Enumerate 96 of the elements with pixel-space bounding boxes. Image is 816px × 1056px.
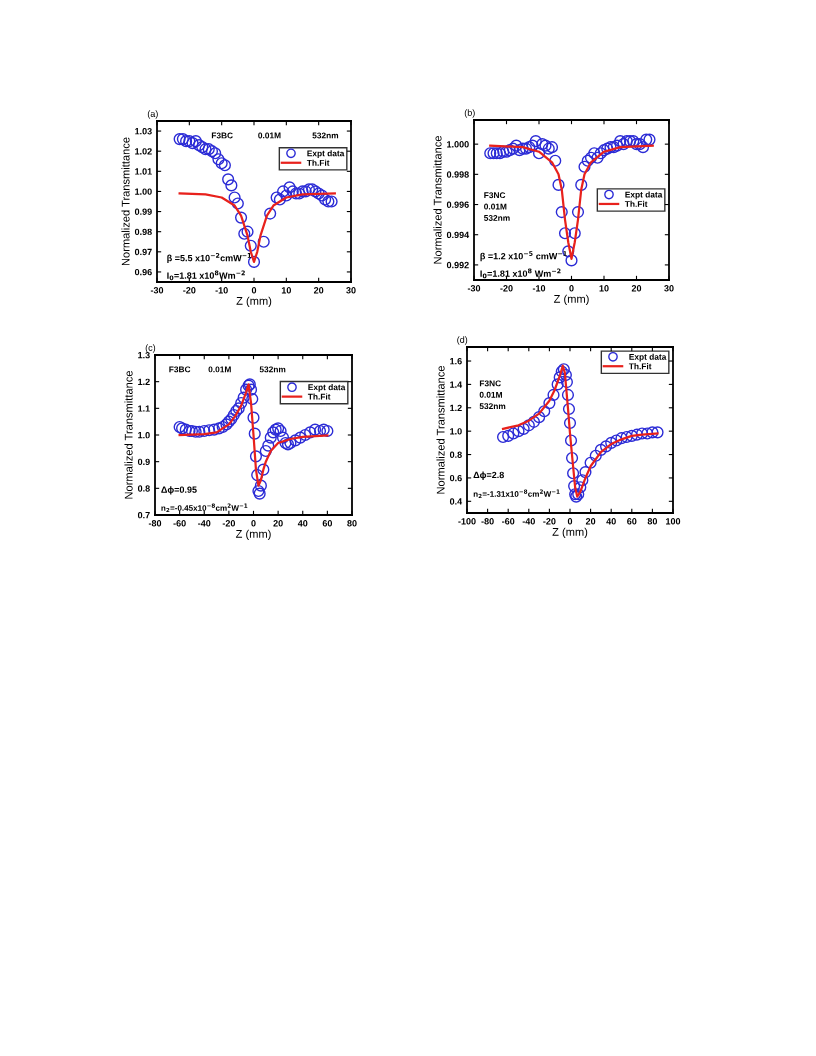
y-tick-label: 0.9 [137, 458, 150, 466]
annotation: F3NC 0.01M 532nm [479, 380, 506, 410]
x-tick-label: 20 [631, 285, 642, 292]
legend-label: Th.Fit [628, 363, 652, 370]
x-tick-label: 60 [322, 520, 333, 527]
y-tick-label: 0.7 [137, 511, 150, 519]
x-tick-label: -20 [222, 520, 236, 527]
annotation: 0.01M [258, 132, 281, 139]
x-tick-label: -30 [150, 287, 164, 294]
x-tick-label: -100 [458, 518, 476, 525]
x-tick-label: 40 [606, 518, 616, 525]
y-axis-title: Normalized Transmittance [121, 137, 130, 266]
y-tick-label: 1.0 [450, 428, 462, 435]
x-tick-label: 0 [251, 287, 257, 294]
x-tick-label: 100 [666, 518, 681, 525]
legend-label: Expt data [629, 353, 667, 362]
y-tick-label: 1.3 [138, 351, 150, 359]
chart-title: (b) [464, 109, 475, 118]
x-tick-label: 30 [664, 285, 674, 292]
annotation: 532nm [312, 132, 339, 139]
x-axis-title: Z (mm) [552, 527, 588, 539]
annotation: F3BC [211, 132, 233, 139]
y-tick-label: 0.8 [449, 451, 462, 458]
x-tick-label: -20 [543, 518, 556, 525]
x-axis-title: Z (mm) [235, 529, 271, 541]
x-tick-label: -80 [481, 518, 494, 525]
chart-title: (c) [145, 344, 156, 353]
y-tick-label: 1.2 [138, 378, 150, 385]
chart-title: (a) [147, 110, 158, 119]
x-axis-title: Z (mm) [236, 296, 272, 308]
x-tick-label: 20 [273, 520, 283, 527]
annotation: F3NC 0.01M 532nm [484, 192, 510, 221]
y-axis-title: Normalized Transmittance [436, 365, 445, 494]
x-tick-label: -60 [173, 520, 186, 527]
legend-label: Th.Fit [307, 393, 331, 400]
y-tick-label: 1.000 [447, 141, 469, 148]
x-tick-label: -30 [467, 285, 481, 292]
y-tick-label: 1.01 [135, 168, 152, 175]
annotation: 0.01M [208, 366, 231, 373]
y-tick-label: 1.00 [135, 188, 152, 195]
x-tick-label: 0 [567, 518, 573, 525]
annotation: β =5.5 x10$^{−2}$cmW$^{−1}$ [167, 253, 252, 264]
x-tick-label: -20 [500, 285, 513, 292]
legend-label: Expt data [625, 191, 663, 200]
annotation: I$_{0}$=1.81 x10$^{8}$ Wm$^{−2}$ [480, 268, 561, 279]
y-tick-label: 0.99 [134, 208, 152, 215]
annotation: n$_{2}$=-1.31x10$^{−8}$cm$^{2}$W$^{−1}$ [473, 489, 560, 499]
y-tick-label: 1.1 [138, 405, 150, 412]
x-tick-label: -80 [148, 520, 162, 527]
y-tick-label: 0.98 [134, 228, 152, 236]
chart-title: (d) [457, 336, 468, 345]
y-tick-label: 0.96 [134, 268, 152, 276]
annotation: I$_{0}$=1.81 x10$^{8}$Wm$^{−2}$ [167, 270, 245, 281]
x-tick-label: 60 [627, 518, 637, 525]
y-tick-label: 0.4 [449, 498, 463, 505]
x-tick-label: 80 [647, 518, 658, 525]
annotation: 532nm [259, 366, 286, 373]
annotation: F3BC [169, 366, 191, 373]
legend-label: Th.Fit [624, 200, 648, 207]
y-tick-label: 1.6 [450, 358, 462, 365]
x-tick-label: -40 [522, 518, 535, 525]
y-axis-title: Normalized Transmittance [433, 135, 442, 264]
x-tick-label: 10 [599, 285, 609, 292]
x-tick-label: 20 [313, 287, 324, 294]
annotation: Δϕ=0.95 [161, 486, 197, 495]
y-tick-label: 0.97 [134, 248, 152, 256]
y-tick-label: 1.2 [450, 404, 462, 412]
y-axis-title: Normalized Transmittance [124, 370, 133, 499]
y-tick-label: 1.02 [135, 148, 152, 155]
x-tick-label: 0 [569, 285, 574, 292]
y-tick-label: 1.0 [138, 431, 150, 439]
x-tick-label: -60 [502, 518, 515, 525]
annotation: n$_{2}$=-0.45x10$^{−8}$cm$^{2}$W$^{−1}$ [161, 503, 248, 513]
y-tick-label: 1.03 [135, 128, 152, 135]
x-axis-title: Z (mm) [553, 294, 589, 306]
x-tick-label: 20 [585, 518, 596, 525]
x-tick-label: -10 [215, 287, 228, 294]
y-tick-label: 0.6 [449, 474, 462, 482]
x-tick-label: 10 [281, 287, 291, 294]
x-tick-label: -10 [532, 285, 546, 292]
legend-label: Expt data [308, 384, 346, 392]
annotation: Δϕ=2.8 [473, 471, 504, 480]
y-tick-label: 0.996 [446, 201, 469, 208]
y-tick-label: 0.8 [137, 485, 150, 492]
x-tick-label: 0 [251, 520, 256, 527]
x-tick-label: -20 [183, 287, 196, 294]
y-tick-label: 0.992 [446, 261, 469, 269]
y-tick-label: 1.4 [450, 381, 463, 388]
x-tick-label: 40 [297, 520, 308, 527]
legend-label: Expt data [307, 150, 345, 158]
x-tick-label: 30 [346, 287, 356, 294]
legend-label: Th.Fit [306, 159, 330, 166]
y-tick-label: 0.998 [446, 171, 469, 178]
x-tick-label: -40 [198, 520, 211, 527]
x-tick-label: 80 [347, 520, 357, 527]
y-tick-label: 0.994 [446, 231, 470, 239]
